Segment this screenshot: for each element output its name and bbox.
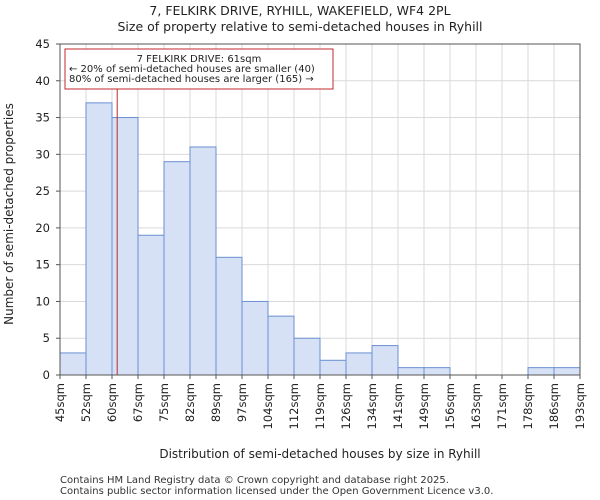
x-tick-label: 97sqm: [235, 383, 249, 422]
bars: [59, 102, 581, 376]
y-axis-label: Number of semi-detached properties: [2, 103, 16, 325]
y-tick-label: 35: [35, 111, 50, 125]
x-tick-label: 52sqm: [79, 383, 93, 422]
x-tick-label: 134sqm: [365, 383, 379, 429]
bar: [241, 300, 269, 376]
bar: [527, 367, 555, 376]
y-tick-label: 10: [35, 294, 50, 308]
x-tick-label: 60sqm: [105, 383, 119, 422]
plot-frame: [59, 43, 581, 376]
x-tick-label: 45sqm: [53, 383, 67, 422]
x-tick-label: 171sqm: [495, 383, 509, 429]
bar: [423, 367, 451, 376]
y-tick-label: 5: [43, 331, 50, 345]
x-tick-label: 178sqm: [521, 383, 535, 429]
x-tick-label: 89sqm: [209, 383, 223, 422]
bar: [553, 367, 581, 376]
bar: [137, 234, 165, 376]
footer-line2: Contains public sector information licen…: [60, 486, 493, 497]
x-tick-label: 141sqm: [391, 383, 405, 429]
y-tick-label: 20: [35, 221, 50, 235]
annotation-line2: ← 20% of semi-detached houses are smalle…: [69, 64, 315, 75]
y-tick-label: 0: [43, 368, 50, 382]
y-axis-ticks: 0 5 10 15 20 25 30 35 40 45: [35, 37, 60, 382]
y-tick-label: 25: [35, 184, 50, 198]
y-tick-label: 15: [35, 258, 50, 272]
annotation-line1: 7 FELKIRK DRIVE: 61sqm: [137, 54, 262, 65]
bar: [59, 352, 87, 376]
x-tick-label: 112sqm: [287, 383, 301, 429]
x-tick-label: 82sqm: [183, 383, 197, 422]
bar: [293, 337, 321, 376]
bar: [163, 161, 191, 376]
bar: [319, 359, 347, 376]
annotation-line3: 80% of semi-detached houses are larger (…: [69, 74, 314, 85]
chart-title-line1: 7, FELKIRK DRIVE, RYHILL, WAKEFIELD, WF4…: [149, 3, 450, 18]
bar: [85, 102, 113, 376]
x-tick-label: 75sqm: [157, 383, 171, 422]
bar: [111, 117, 139, 376]
x-axis-ticks: 45sqm 52sqm 60sqm 67sqm 75sqm 82sqm 89sqm 97sqm…: [53, 375, 587, 429]
bar: [189, 146, 217, 376]
bar: [371, 345, 399, 376]
x-tick-label: 67sqm: [131, 383, 145, 422]
bar: [215, 256, 243, 376]
x-tick-label: 104sqm: [261, 383, 275, 429]
annotation-box: 7 FELKIRK DRIVE: 61sqm ← 20% of semi-det…: [64, 48, 334, 90]
footer-line1: Contains HM Land Registry data © Crown c…: [60, 475, 449, 486]
x-tick-label: 156sqm: [443, 383, 457, 429]
bar: [267, 315, 295, 376]
annotation-rect: [64, 48, 334, 90]
y-tick-label: 30: [35, 147, 50, 161]
x-tick-label: 193sqm: [573, 383, 587, 429]
x-axis-label: Distribution of semi-detached houses by …: [159, 447, 480, 461]
bar: [397, 367, 425, 376]
chart-title-line2: Size of property relative to semi-detach…: [117, 19, 482, 34]
x-tick-label: 126sqm: [339, 383, 353, 429]
x-tick-label: 163sqm: [469, 383, 483, 429]
x-tick-label: 119sqm: [313, 383, 327, 429]
y-tick-label: 45: [35, 37, 50, 51]
x-tick-label: 186sqm: [547, 383, 561, 429]
bar: [345, 352, 373, 376]
y-tick-label: 40: [35, 74, 50, 88]
x-tick-label: 149sqm: [417, 383, 431, 429]
